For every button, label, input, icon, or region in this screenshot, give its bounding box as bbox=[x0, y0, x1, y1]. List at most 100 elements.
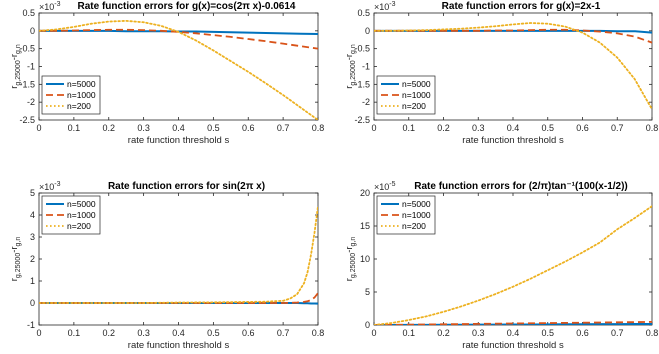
y-tick-label: 20 bbox=[360, 188, 370, 198]
x-tick-label: 0.8 bbox=[312, 123, 325, 133]
legend-label: n=1000 bbox=[402, 210, 431, 220]
x-tick-label: 0.8 bbox=[646, 123, 659, 133]
y-axis-label: rg,25000-rg,n bbox=[9, 237, 22, 282]
x-tick-label: 0.4 bbox=[507, 123, 520, 133]
chart-title: Rate function errors for sin(2π x) bbox=[108, 181, 265, 192]
x-tick-label: 0.1 bbox=[402, 123, 415, 133]
x-tick-label: 0.1 bbox=[68, 123, 81, 133]
series-group bbox=[39, 205, 318, 305]
x-tick-label: 0.1 bbox=[68, 328, 81, 338]
x-tick-label: 0.2 bbox=[102, 123, 115, 133]
x-tick-label: 0.6 bbox=[576, 328, 589, 338]
exponent-base: ×10 bbox=[39, 182, 54, 192]
y-tick-label: 0.5 bbox=[357, 8, 370, 18]
y-tick-label: 5 bbox=[365, 287, 370, 297]
subplot-4: 0 0.1 0.2 0.3 0.4 0.5 0.6 0.7 0.8 0 5 10 15 20 ×10-5 Ra… bbox=[344, 181, 658, 351]
legend-label: n=200 bbox=[402, 101, 426, 111]
x-tick-label: 0.3 bbox=[472, 123, 485, 133]
subplot-1: 0 0.1 0.2 0.3 0.4 0.5 0.6 0.7 0.8 -2.5 -2 -1.5 -1 -0.… bbox=[9, 1, 324, 146]
y-axis-label-part: g,25000 bbox=[15, 253, 22, 278]
y-tick-label: -2.5 bbox=[19, 115, 35, 125]
x-tick-label: 0.3 bbox=[137, 123, 150, 133]
y-tick-label: -2.5 bbox=[354, 115, 370, 125]
legend-label: n=5000 bbox=[67, 199, 96, 209]
y-axis-label-part: r bbox=[9, 86, 20, 89]
x-tick-label: 0.2 bbox=[437, 328, 450, 338]
y-tick-label: 0 bbox=[365, 26, 370, 36]
series-line-n-200 bbox=[374, 22, 652, 111]
y-axis-label: rg,25000-rg,n bbox=[344, 237, 357, 282]
y-tick-label: -1 bbox=[27, 320, 35, 330]
series-line-n-5000 bbox=[374, 322, 652, 325]
y-axis-label-part: g,25000 bbox=[350, 60, 357, 85]
y-axis-label-part: r bbox=[344, 278, 355, 281]
exponent-label: ×10-3 bbox=[39, 181, 61, 192]
series-group bbox=[374, 205, 652, 325]
exponent-power: -5 bbox=[389, 181, 395, 188]
y-tick-label: 15 bbox=[360, 221, 370, 231]
x-axis-label: rate function threshold s bbox=[462, 340, 564, 351]
x-tick-label: 0 bbox=[371, 123, 376, 133]
exponent-label: ×10-5 bbox=[374, 181, 396, 192]
x-tick-label: 0.7 bbox=[277, 123, 290, 133]
y-axis-label-part: -r bbox=[9, 246, 20, 252]
y-tick-label: -1 bbox=[362, 62, 370, 72]
exponent-power: -3 bbox=[54, 1, 60, 8]
y-axis-label-part: g,n bbox=[350, 237, 357, 247]
x-tick-label: 0.6 bbox=[242, 328, 255, 338]
y-tick-label: -0.5 bbox=[354, 44, 370, 54]
legend-label: n=5000 bbox=[402, 79, 431, 89]
chart-title: Rate function errors for g(x)=2x-1 bbox=[442, 1, 601, 12]
y-axis-label-part: r bbox=[344, 86, 355, 89]
exponent-power: -3 bbox=[389, 1, 395, 8]
x-tick-label: 0.3 bbox=[137, 328, 150, 338]
series-line-n-1000 bbox=[374, 321, 652, 325]
y-axis-label-part: g,25000 bbox=[15, 60, 22, 85]
y-axis-label-part: g,n bbox=[15, 44, 22, 54]
x-tick-label: 0.6 bbox=[242, 123, 255, 133]
legend-label: n=1000 bbox=[67, 210, 96, 220]
legend-label: n=200 bbox=[67, 221, 91, 231]
exponent-base: ×10 bbox=[374, 182, 389, 192]
series-line-n-1000 bbox=[39, 28, 318, 50]
chart-title: Rate function errors for g(x)=cos(2π x)-… bbox=[78, 1, 296, 12]
y-axis-label-part: g,n bbox=[15, 237, 22, 247]
x-tick-label: 0.5 bbox=[541, 328, 554, 338]
legend-label: n=200 bbox=[402, 221, 426, 231]
x-tick-label: 0.5 bbox=[207, 328, 220, 338]
y-tick-label: 0 bbox=[365, 320, 370, 330]
exponent-label: ×10-3 bbox=[374, 1, 396, 12]
legend-label: n=1000 bbox=[67, 90, 96, 100]
series-line-n-200 bbox=[39, 205, 318, 304]
x-tick-label: 0.8 bbox=[312, 328, 325, 338]
x-tick-label: 0.1 bbox=[402, 328, 415, 338]
x-tick-label: 0 bbox=[36, 123, 41, 133]
x-tick-label: 0.5 bbox=[207, 123, 220, 133]
x-axis-label: rate function threshold s bbox=[128, 135, 230, 146]
x-tick-label: 0.2 bbox=[102, 328, 115, 338]
x-tick-label: 0.7 bbox=[611, 328, 624, 338]
y-axis-label-part: g,25000 bbox=[350, 253, 357, 278]
exponent-power: -3 bbox=[54, 181, 60, 188]
series-group bbox=[39, 19, 318, 120]
y-tick-label: 10 bbox=[360, 254, 370, 264]
x-tick-label: 0.7 bbox=[277, 328, 290, 338]
x-tick-label: 0.8 bbox=[646, 328, 659, 338]
series-line-n-200 bbox=[374, 205, 652, 325]
series-line-n-1000 bbox=[374, 28, 652, 44]
x-tick-label: 0.4 bbox=[507, 328, 520, 338]
y-tick-label: 0 bbox=[30, 26, 35, 36]
y-tick-label: -0.5 bbox=[19, 44, 35, 54]
y-tick-label: 2 bbox=[30, 254, 35, 264]
subplot-2: 0 0.1 0.2 0.3 0.4 0.5 0.6 0.7 0.8 -2.5 -2 -1.5 -1 -0.… bbox=[344, 1, 658, 146]
series-group bbox=[374, 22, 652, 111]
exponent-label: ×10-3 bbox=[39, 1, 61, 12]
y-axis-label: rg,25000-rg,n bbox=[344, 44, 357, 89]
x-tick-label: 0.2 bbox=[437, 123, 450, 133]
legend-label: n=5000 bbox=[67, 79, 96, 89]
